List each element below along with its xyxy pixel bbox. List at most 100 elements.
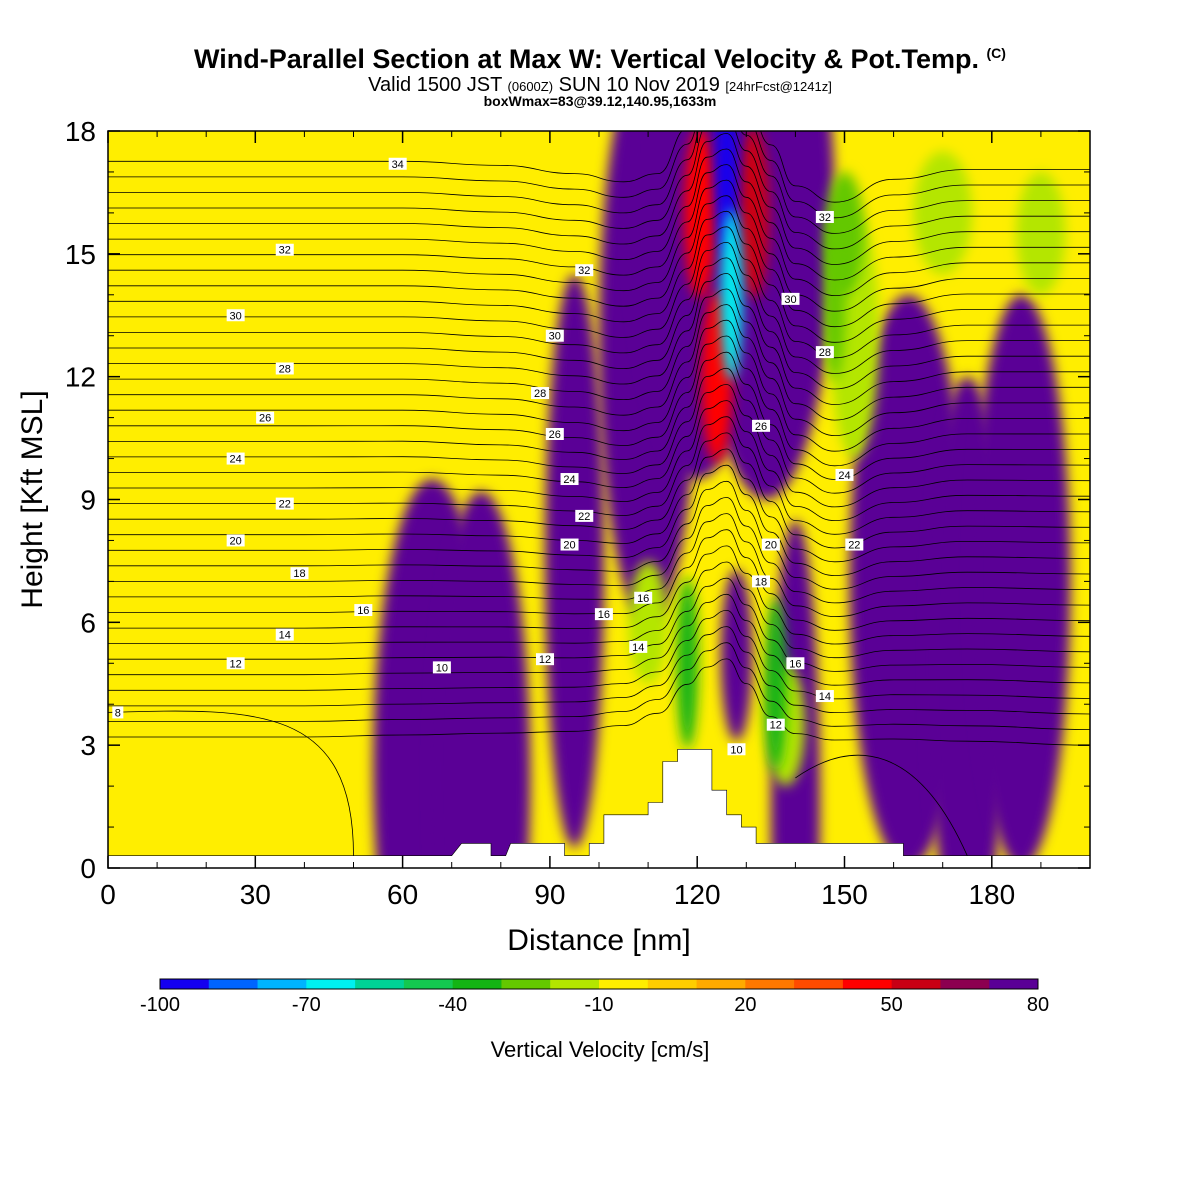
potential-temperature-contours xyxy=(108,131,1090,856)
theta-contour xyxy=(108,148,1090,281)
theta-contour xyxy=(108,273,1090,405)
colorbar-swatch xyxy=(452,979,502,989)
theta-label: 32 xyxy=(275,243,294,257)
theta-label: 16 xyxy=(786,657,805,670)
x-tick-label: 150 xyxy=(821,879,868,910)
colorbar-swatch xyxy=(891,979,941,989)
theta-label-bg xyxy=(594,608,613,621)
x-tick-label: 60 xyxy=(387,879,418,910)
theta-label-text: 16 xyxy=(789,658,801,670)
theta-label: 10 xyxy=(727,743,746,756)
theta-contour xyxy=(108,400,1090,522)
colorbar-swatch xyxy=(940,979,990,989)
axes: 0 30 60 90 120 150 180 0 3 6 9 12 15 18 Distance [nm] H… xyxy=(16,116,1091,957)
theta-label-text: 28 xyxy=(279,363,291,375)
theta-label: 16 xyxy=(594,608,613,621)
theta-label-text: 32 xyxy=(279,245,291,257)
theta-label: 12 xyxy=(226,657,245,670)
theta-contour xyxy=(108,131,1090,203)
velocity-blob xyxy=(972,294,1071,868)
theta-label-text: 14 xyxy=(279,630,291,642)
theta-label-bg xyxy=(112,706,124,719)
theta-label-bg xyxy=(275,628,294,641)
theta-label-text: 12 xyxy=(230,658,242,670)
theta-label: 22 xyxy=(575,509,594,523)
y-tick-label: 3 xyxy=(80,730,96,761)
theta-contour xyxy=(108,304,1090,437)
velocity-blob xyxy=(544,274,604,848)
theta-label-bg xyxy=(781,292,800,305)
theta-label: 30 xyxy=(781,292,800,306)
colorbar-swatch xyxy=(794,979,844,989)
theta-contour xyxy=(108,131,1090,250)
theta-contour xyxy=(108,593,1090,686)
colorbar-tick-label: -70 xyxy=(292,994,321,1016)
theta-label-bg xyxy=(815,690,834,703)
theta-label-text: 32 xyxy=(819,212,831,224)
theta-label: 24 xyxy=(560,473,579,486)
colorbar-swatch xyxy=(501,979,551,989)
theta-contour xyxy=(108,416,1090,535)
velocity-blob xyxy=(432,491,531,868)
colorbar-swatch xyxy=(160,979,210,989)
theta-label: 14 xyxy=(629,640,648,654)
theta-label-bg xyxy=(560,538,579,551)
theta-label: 14 xyxy=(275,628,294,642)
theta-contour xyxy=(108,133,1090,265)
theta-contour xyxy=(108,164,1090,297)
theta-label-text: 30 xyxy=(784,294,796,306)
theta-label-bg xyxy=(752,575,771,588)
theta-contour xyxy=(108,131,1090,219)
theta-label: 20 xyxy=(761,538,780,552)
theta-contour xyxy=(108,545,1090,645)
theta-contour xyxy=(795,754,968,856)
theta-label: 34 xyxy=(388,157,407,171)
theta-label-text: 24 xyxy=(563,474,575,486)
colorbar-tick-label: -100 xyxy=(140,994,180,1016)
theta-label-bg xyxy=(545,427,564,440)
theta-label: 16 xyxy=(354,604,373,617)
theta-label-bg xyxy=(432,661,451,674)
colorbar-swatch xyxy=(989,979,1039,989)
theta-contour xyxy=(108,195,1090,328)
theta-label-bg xyxy=(634,591,653,604)
theta-label-text: 14 xyxy=(819,691,831,703)
theta-label-bg xyxy=(845,538,864,551)
theta-label: 24 xyxy=(835,468,854,482)
theta-contour xyxy=(108,288,1090,421)
theta-contour xyxy=(108,257,1090,390)
theta-label-text: 12 xyxy=(539,654,551,666)
theta-contour xyxy=(108,351,1090,480)
theta-label-text: 14 xyxy=(632,642,644,654)
theta-contour xyxy=(108,131,1090,234)
velocity-blob xyxy=(823,208,846,381)
vertical-velocity-field xyxy=(108,131,1090,868)
theta-label-text: 18 xyxy=(755,576,767,588)
colorbar: -100 -70 -40 -10 20 50 80 Vertical Velocity [cm… xyxy=(140,978,1049,1062)
x-tick-label: 180 xyxy=(968,879,1015,910)
theta-contour xyxy=(108,210,1090,343)
theta-contour xyxy=(108,241,1090,374)
theta-label-bg xyxy=(226,534,245,547)
colorbar-tick-label: 20 xyxy=(734,994,756,1016)
theta-label: 24 xyxy=(226,452,245,466)
theta-label: 20 xyxy=(226,534,245,547)
chart-subtitle: Valid 1500 JST (0600Z) SUN 10 Nov 2019 [… xyxy=(368,74,832,96)
theta-label-bg xyxy=(290,567,309,580)
theta-label-bg xyxy=(560,473,579,486)
x-tick-label: 90 xyxy=(534,879,565,910)
colorbar-label: Vertical Velocity [cm/s] xyxy=(491,1037,710,1062)
colorbar-swatch xyxy=(208,979,259,989)
y-tick-label: 9 xyxy=(80,485,96,516)
theta-contour xyxy=(108,179,1090,312)
x-tick-label: 30 xyxy=(240,879,271,910)
theta-labels: 8 12 10 12 14 16 16 16 14 18 20 20 22 22 24 24 26 26 28 28 3… xyxy=(112,157,864,756)
colorbar-swatch xyxy=(403,979,454,989)
theta-contour xyxy=(108,497,1090,604)
y-tick-label: 0 xyxy=(80,853,96,884)
theta-label-text: 16 xyxy=(637,593,649,605)
theta-label-bg xyxy=(275,243,294,256)
colorbar-tick-label: 50 xyxy=(881,994,903,1016)
theta-label-bg xyxy=(815,346,834,359)
theta-label-bg xyxy=(727,743,746,756)
